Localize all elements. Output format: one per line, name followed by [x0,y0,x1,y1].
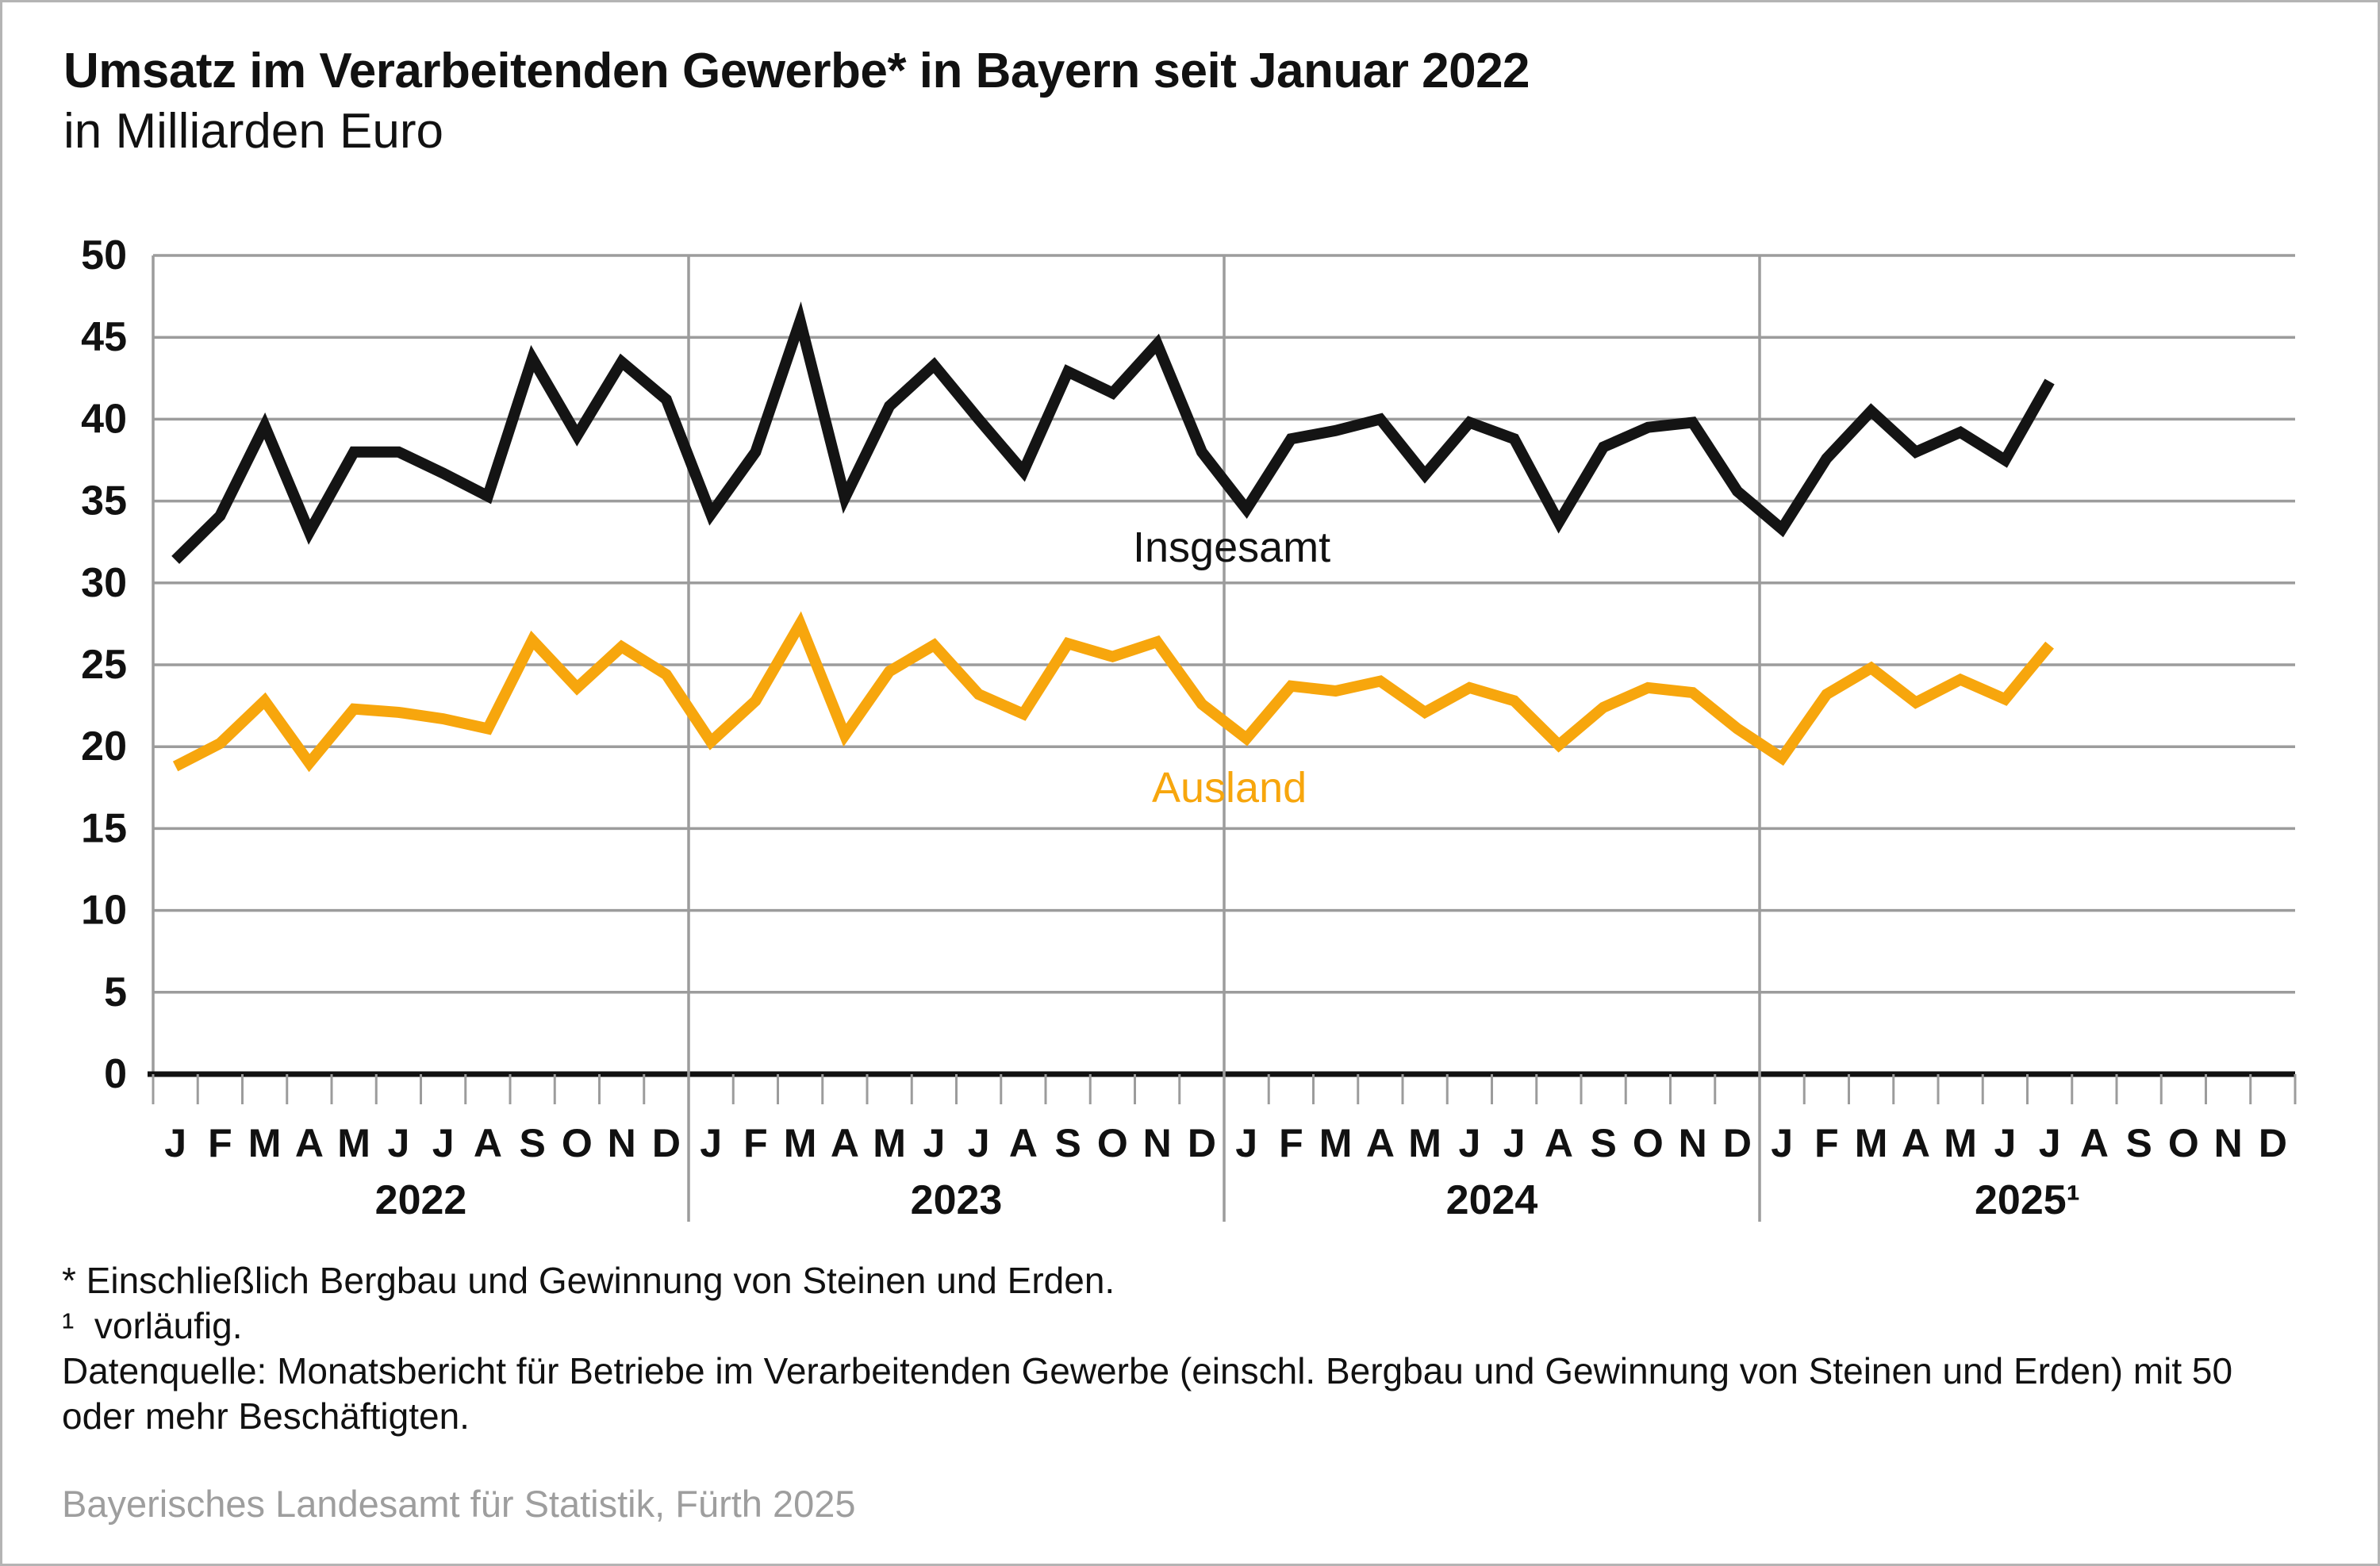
month-label: J [432,1121,455,1165]
month-label: S [2125,1121,2152,1165]
month-label: J [1503,1121,1526,1165]
month-label: J [1771,1121,1793,1165]
y-axis-label-35: 35 [81,478,127,524]
month-label: F [1814,1121,1839,1165]
month-label: S [1590,1121,1616,1165]
month-label: M [1944,1121,1977,1165]
chart-header: Umsatz im Verarbeitenden Gewerbe* in Bay… [63,41,1530,162]
y-axis-label-45: 45 [81,314,127,360]
series-line-insgesamt [171,301,2055,564]
series-label-ausland: Ausland [1152,764,1307,812]
month-label: J [164,1121,186,1165]
month-label: J [1994,1121,2016,1165]
month-label: S [519,1121,545,1165]
month-label: J [387,1121,409,1165]
y-axis-label-30: 30 [81,560,127,606]
y-axis-label-5: 5 [104,969,127,1015]
month-label: J [1458,1121,1480,1165]
month-label: M [337,1121,370,1165]
series-line-ausland [172,611,2054,773]
month-label: A [1009,1121,1038,1165]
month-label: F [1279,1121,1303,1165]
footnotes: * Einschließlich Bergbau und Gewinnung v… [62,1258,2283,1439]
y-axis-label-20: 20 [81,724,127,770]
month-label: N [2214,1121,2243,1165]
month-label: S [1054,1121,1081,1165]
year-label-2: 2024 [1446,1177,1538,1223]
month-label: O [2168,1121,2199,1165]
month-label: M [1855,1121,1888,1165]
y-axis-label-50: 50 [81,232,127,278]
page-title: Umsatz im Verarbeitenden Gewerbe* in Bay… [63,44,1530,98]
month-label: A [1545,1121,1573,1165]
month-label: D [2259,1121,2287,1165]
footnote-asterisk: * Einschließlich Bergbau und Gewinnung v… [62,1260,1115,1301]
month-label: A [2080,1121,2109,1165]
month-label: A [1902,1121,1930,1165]
month-label: A [474,1121,502,1165]
y-axis-label-25: 25 [81,642,127,688]
y-axis-label-15: 15 [81,805,127,851]
month-label: J [923,1121,945,1165]
month-label: J [700,1121,722,1165]
month-label: N [608,1121,636,1165]
footnote-provisional: ¹ vorläufig. [62,1305,243,1346]
month-label: O [562,1121,593,1165]
month-label: D [1723,1121,1752,1165]
series-label-insgesamt: Insgesamt [1133,524,1331,571]
month-label: A [831,1121,859,1165]
year-label-3: 2025¹ [1975,1177,2080,1223]
publisher-line: Bayerisches Landesamt für Statistik, Für… [62,1483,856,1525]
month-label: N [1143,1121,1172,1165]
page-subtitle: in Milliarden Euro [63,104,443,159]
month-label: F [743,1121,768,1165]
month-label: O [1097,1121,1128,1165]
footnote-datasource: Datenquelle: Monatsbericht für Betriebe … [62,1350,2233,1437]
y-axis-label-40: 40 [81,396,127,442]
year-label-1: 2023 [911,1177,1003,1223]
month-label: J [968,1121,990,1165]
month-label: N [1679,1121,1707,1165]
month-label: D [652,1121,681,1165]
month-label: O [1633,1121,1664,1165]
month-label: A [295,1121,324,1165]
month-label: M [1319,1121,1353,1165]
month-label: M [1408,1121,1441,1165]
year-label-0: 2022 [375,1177,467,1223]
month-label: J [1235,1121,1257,1165]
month-label: A [1366,1121,1395,1165]
month-label: D [1188,1121,1216,1165]
y-axis-label-0: 0 [104,1051,127,1097]
month-label: M [873,1121,906,1165]
month-label: J [2039,1121,2061,1165]
y-axis-label-10: 10 [81,888,127,934]
month-label: F [208,1121,232,1165]
month-label: M [248,1121,282,1165]
month-label: M [784,1121,817,1165]
